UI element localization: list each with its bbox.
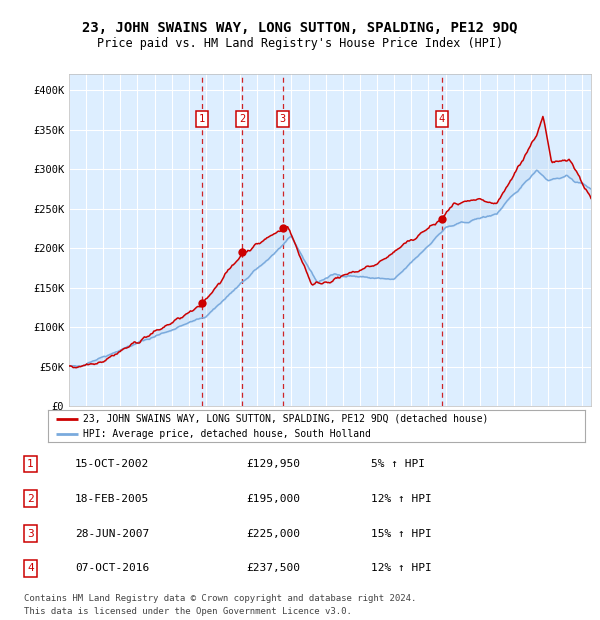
Text: 3: 3 bbox=[27, 529, 34, 539]
Text: 2: 2 bbox=[239, 114, 245, 124]
Text: £129,950: £129,950 bbox=[246, 459, 300, 469]
Text: 15-OCT-2002: 15-OCT-2002 bbox=[75, 459, 149, 469]
Text: 15% ↑ HPI: 15% ↑ HPI bbox=[371, 529, 432, 539]
Text: 1: 1 bbox=[27, 459, 34, 469]
Text: 23, JOHN SWAINS WAY, LONG SUTTON, SPALDING, PE12 9DQ (detached house): 23, JOHN SWAINS WAY, LONG SUTTON, SPALDI… bbox=[83, 414, 488, 423]
Text: 4: 4 bbox=[439, 114, 445, 124]
Text: 28-JUN-2007: 28-JUN-2007 bbox=[75, 529, 149, 539]
Text: 12% ↑ HPI: 12% ↑ HPI bbox=[371, 494, 432, 503]
Text: 5% ↑ HPI: 5% ↑ HPI bbox=[371, 459, 425, 469]
Text: £237,500: £237,500 bbox=[246, 564, 300, 574]
Text: Contains HM Land Registry data © Crown copyright and database right 2024.: Contains HM Land Registry data © Crown c… bbox=[24, 595, 416, 603]
Text: 2: 2 bbox=[27, 494, 34, 503]
Text: This data is licensed under the Open Government Licence v3.0.: This data is licensed under the Open Gov… bbox=[24, 607, 352, 616]
Text: 12% ↑ HPI: 12% ↑ HPI bbox=[371, 564, 432, 574]
Text: Price paid vs. HM Land Registry's House Price Index (HPI): Price paid vs. HM Land Registry's House … bbox=[97, 37, 503, 50]
Text: 4: 4 bbox=[27, 564, 34, 574]
Text: 3: 3 bbox=[280, 114, 286, 124]
Text: £195,000: £195,000 bbox=[246, 494, 300, 503]
Text: 18-FEB-2005: 18-FEB-2005 bbox=[75, 494, 149, 503]
Text: HPI: Average price, detached house, South Holland: HPI: Average price, detached house, Sout… bbox=[83, 429, 371, 439]
Text: 23, JOHN SWAINS WAY, LONG SUTTON, SPALDING, PE12 9DQ: 23, JOHN SWAINS WAY, LONG SUTTON, SPALDI… bbox=[82, 21, 518, 35]
Text: 07-OCT-2016: 07-OCT-2016 bbox=[75, 564, 149, 574]
Text: £225,000: £225,000 bbox=[246, 529, 300, 539]
Text: 1: 1 bbox=[199, 114, 205, 124]
